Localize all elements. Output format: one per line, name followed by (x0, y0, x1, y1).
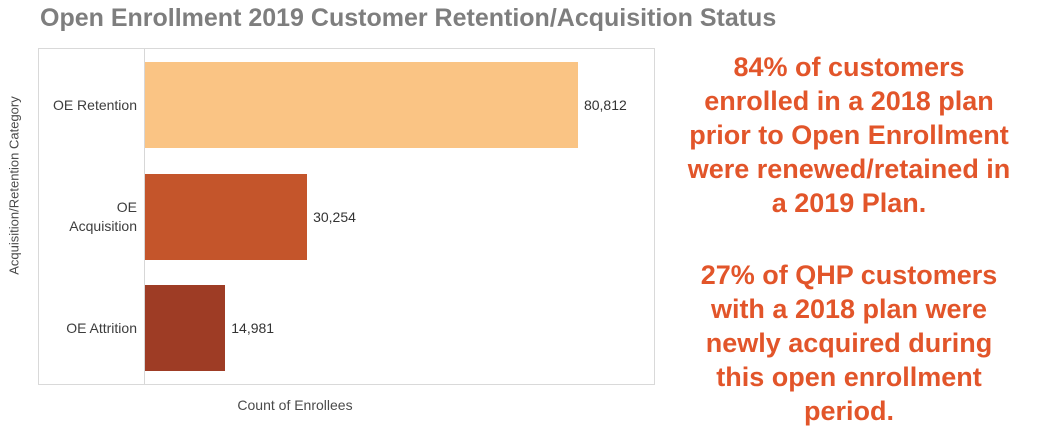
annotation-line: period. (803, 396, 894, 426)
category-label-oe-acquisition: OE Acquisition (39, 161, 144, 273)
bar-row-oe-acquisition: OE Acquisition 30,254 (39, 160, 654, 273)
annotation-line: prior to Open Enrollment (689, 120, 1009, 150)
annotation-line: 84% of customers (733, 52, 965, 82)
category-label-oe-attrition: OE Attrition (39, 272, 144, 384)
bar-chart-plot-area: OE Retention 80,812 OE Acquisition 30,25… (38, 48, 655, 385)
category-label-text: OE Attrition (66, 320, 137, 337)
annotation-line: enrolled in a 2018 plan (704, 86, 994, 116)
annotations-panel: 84% of customers enrolled in a 2018 plan… (655, 0, 1043, 435)
annotation-line: newly acquired during (705, 328, 993, 358)
annotation-line: were renewed/retained in (687, 154, 1011, 184)
y-axis-label: Acquisition/Retention Category (6, 96, 22, 275)
category-label-oe-retention: OE Retention (39, 49, 144, 161)
bar-oe-retention (145, 61, 578, 148)
annotation-line: with a 2018 plan were (710, 294, 988, 324)
bar-oe-acquisition (145, 173, 308, 260)
bar-value-label: 80,812 (583, 96, 627, 113)
category-label-text: OE Acquisition (69, 199, 137, 234)
bar-row-oe-retention: OE Retention 80,812 (39, 49, 654, 161)
annotation-line: this open enrollment (716, 362, 982, 392)
bar-value-label: 30,254 (313, 208, 356, 225)
bar-row-oe-attrition: OE Attrition 14,981 (39, 272, 654, 385)
acquisition-annotation: 27% of QHP customers with a 2018 plan we… (655, 258, 1043, 428)
annotation-line: 27% of QHP customers (700, 260, 998, 290)
category-label-text: OE Retention (52, 96, 137, 113)
x-axis-label: Count of Enrollees (237, 397, 353, 413)
bar-track: 80,812 (144, 49, 654, 161)
chart-title: Open Enrollment 2019 Customer Retention/… (40, 4, 777, 32)
bar-oe-attrition (145, 285, 226, 372)
bar-track: 30,254 (144, 160, 654, 273)
bar-value-label: 14,981 (231, 320, 275, 337)
bar-track: 14,981 (144, 272, 654, 385)
retention-annotation: 84% of customers enrolled in a 2018 plan… (655, 50, 1043, 220)
annotation-line: a 2019 Plan. (771, 188, 927, 218)
